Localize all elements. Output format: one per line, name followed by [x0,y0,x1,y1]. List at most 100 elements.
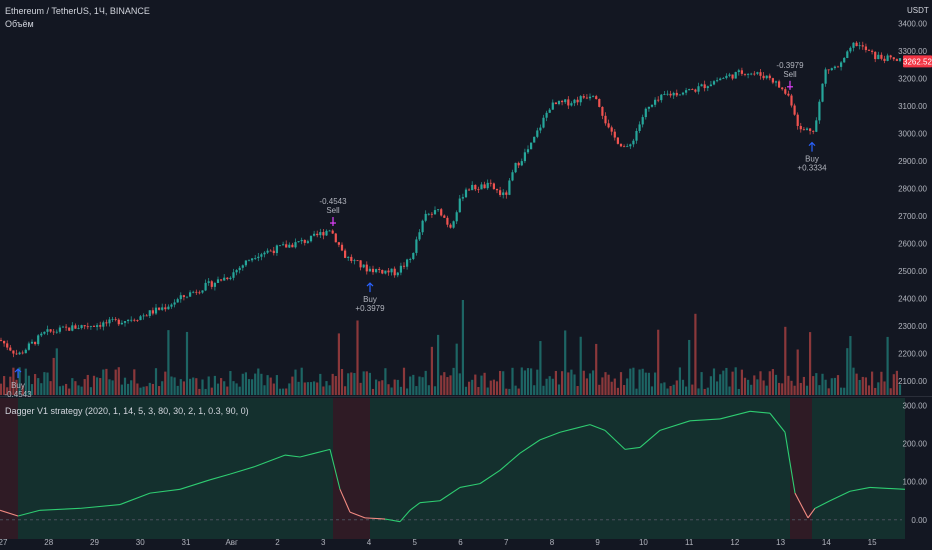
price-axis-tick: 2200.00 [898,350,927,359]
candle-body [350,256,353,261]
candle-body [189,292,192,297]
volume-bar [15,379,18,395]
volume-bar [6,387,9,395]
candle-body [474,184,477,190]
volume-bar [681,379,685,395]
indicator-legend[interactable]: Dagger V1 strategy (2020, 1, 14, 5, 3, 8… [5,406,249,416]
candle-body [588,96,592,99]
candle-body [458,198,461,213]
volume-bar [815,373,818,395]
candle-body [61,326,65,328]
oscillator-segment [439,486,461,502]
volume-bar [319,373,322,395]
volume-bar [455,343,458,395]
candle-body [883,58,886,61]
volume-legend[interactable]: Объём [5,19,34,29]
candle-body [632,140,635,145]
volume-bar [883,381,886,395]
volume-bar [539,341,542,395]
volume-bar [508,388,511,395]
volume-bar [675,380,678,395]
candle-body [585,97,588,99]
volume-bar [65,383,68,395]
candle-body [421,220,424,233]
volume-bar [889,388,892,395]
volume-bar [24,368,27,395]
candle-body [306,241,309,243]
volume-bar [799,382,802,395]
candle-body [545,112,548,118]
buy-arrowhead-icon [14,368,22,373]
volume-bar [80,386,83,395]
symbol-title[interactable]: Ethereum / TetherUS, 1Ч, BINANCE [5,6,150,16]
volume-bar [99,378,102,395]
candle-body [58,327,61,332]
candle-body [213,282,216,287]
candle-body [514,162,517,173]
candle-body [743,73,747,75]
volume-bar [647,372,650,395]
candle-body [846,51,849,58]
volume-bar [530,368,533,395]
candle-body [340,244,344,251]
candle-body [117,319,120,325]
candle-body [384,270,387,274]
oscillator-segment [179,479,211,490]
oscillator-segment [869,486,906,490]
volume-bar [114,369,117,395]
price-axis-tick: 2300.00 [898,322,927,331]
price-axis-tick: 2500.00 [898,267,927,276]
volume-bar [102,369,105,395]
volume-bar [861,376,864,395]
candle-body [579,96,582,103]
time-axis-tick: 30 [136,538,145,547]
volume-bar [145,386,148,395]
candle-body [291,244,294,248]
volume-bar [260,373,263,395]
volume-bar [449,375,452,395]
volume-bar [127,383,130,395]
volume-bar [483,372,486,395]
volume-bar [412,374,415,395]
volume-bar [756,379,759,395]
candle-body [415,239,418,253]
candle-body [898,58,902,61]
candle-body [626,146,629,148]
volume-bar [344,386,347,395]
volume-bar [148,382,151,395]
candle-body [158,307,161,310]
volume-bar [468,381,471,395]
candle-body [347,256,350,258]
buy-arrowhead-icon [808,141,816,147]
volume-bar [703,388,706,395]
volume-bar [898,384,902,395]
oscillator-zones [0,398,905,539]
candle-body [551,102,554,110]
volume-bar [790,380,793,395]
volume-bar [49,381,52,395]
candle-body [483,184,486,189]
volume-bar [846,348,849,395]
candle-body [130,319,133,321]
volume-bar [601,377,604,395]
price-axis-tick: 3000.00 [898,130,927,139]
volume-bar [570,369,573,395]
volume-bar [731,371,734,395]
volume-bar [12,367,15,395]
candle-body [657,99,660,101]
volume-bar [223,381,226,395]
oscillator-segment [339,489,351,513]
oscillator-segment [299,452,316,458]
volume-bar [805,385,809,395]
candle-body [464,189,468,198]
candle-body [716,80,719,82]
volume-bar [607,374,610,395]
last-price-value: 3262.52 [903,57,932,66]
volume-bar [161,381,164,395]
candle-body [781,87,784,90]
volume-bar [867,385,871,395]
volume-bar [678,367,681,395]
volume-bar [142,386,145,395]
volume-bar [247,379,251,395]
